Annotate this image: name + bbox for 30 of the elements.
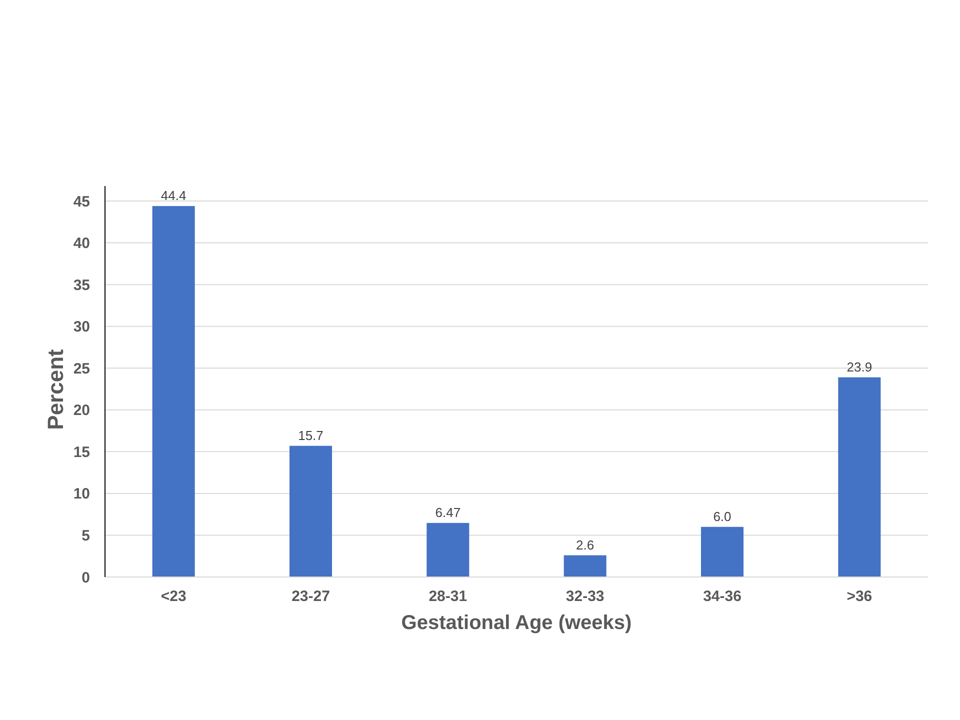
bar xyxy=(838,377,881,577)
x-tick-label: 32-33 xyxy=(566,588,604,605)
x-tick-label: 34-36 xyxy=(703,588,742,605)
bar xyxy=(700,526,744,577)
bar xyxy=(564,555,606,577)
data-label: 2.6 xyxy=(576,537,594,552)
data-label: 44.4 xyxy=(160,188,186,204)
y-tick-label: 0 xyxy=(82,569,90,586)
x-tick-label: 28-31 xyxy=(428,588,468,605)
data-label: 6.0 xyxy=(713,508,732,524)
y-tick-label: 15 xyxy=(73,444,90,461)
x-tick-label: 23-27 xyxy=(292,588,330,605)
y-axis-title: Percent xyxy=(43,348,68,430)
y-tick-label: 40 xyxy=(73,235,90,252)
bar xyxy=(289,446,332,577)
bar xyxy=(426,522,470,577)
data-label: 6.47 xyxy=(435,504,461,520)
x-tick-label: >36 xyxy=(846,588,872,605)
y-tick-label: 10 xyxy=(73,486,90,503)
y-tick-label: 45 xyxy=(73,193,90,210)
bar xyxy=(152,206,195,577)
data-label: 15.7 xyxy=(298,428,324,443)
y-tick-label: 20 xyxy=(73,402,90,420)
y-tick-label: 25 xyxy=(73,360,90,378)
y-tick-label: 35 xyxy=(73,276,90,294)
y-tick-label: 5 xyxy=(82,527,90,544)
y-tick-label: 30 xyxy=(73,318,90,336)
x-axis-title: Gestational Age (weeks) xyxy=(401,612,632,634)
x-tick-label: <23 xyxy=(160,588,186,605)
data-label: 23.9 xyxy=(846,359,872,374)
